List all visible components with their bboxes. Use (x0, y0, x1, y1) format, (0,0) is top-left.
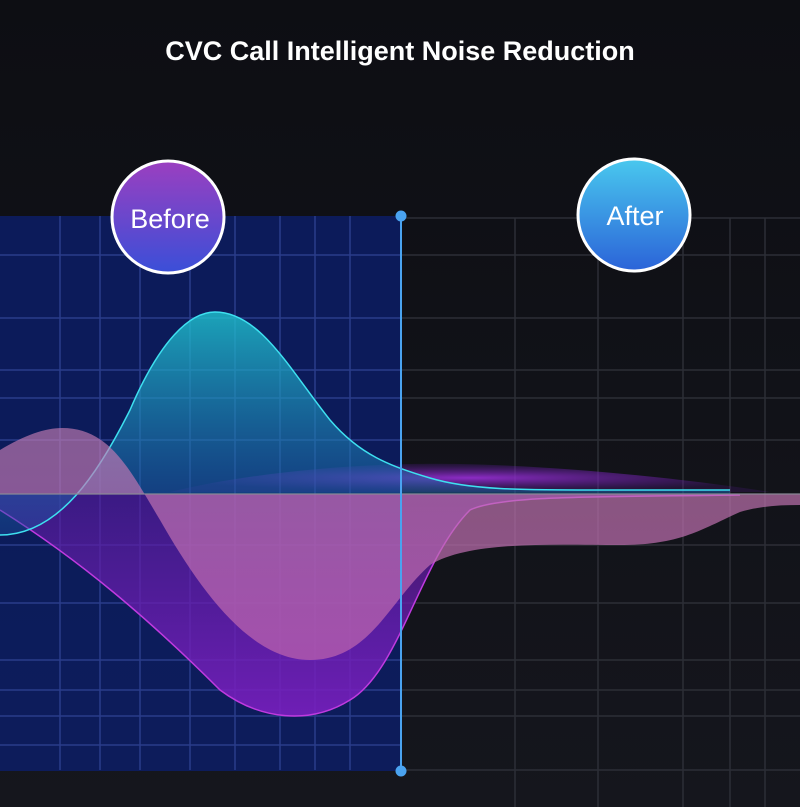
after-badge (576, 157, 692, 273)
wave-cyan (0, 312, 730, 535)
before-badge (110, 159, 226, 275)
divider-handle (395, 210, 407, 222)
after-label: After (606, 201, 663, 231)
title: CVC Call Intelligent Noise Reduction (165, 36, 635, 66)
divider-handle (395, 765, 407, 777)
before-label: Before (130, 204, 210, 234)
